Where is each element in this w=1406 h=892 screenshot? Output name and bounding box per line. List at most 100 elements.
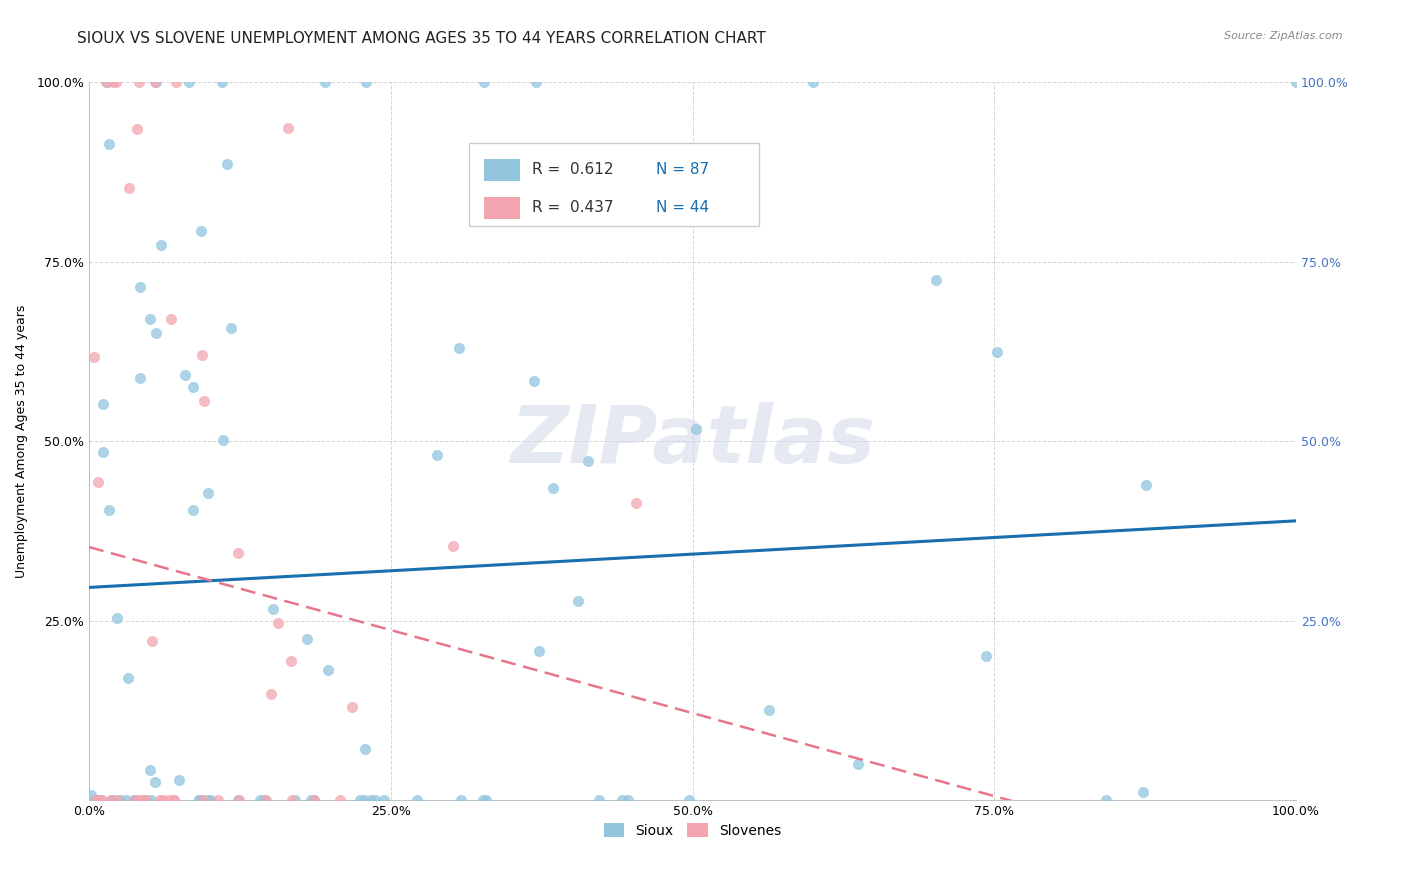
Point: [100, 793, 122, 807]
Point: [150, 237, 173, 252]
Point: [924, 272, 946, 286]
Point: [284, 793, 307, 807]
Point: [450, 793, 472, 807]
Point: [617, 793, 640, 807]
Point: [187, 793, 209, 807]
Point: [128, 75, 150, 89]
Point: [145, 75, 167, 89]
Point: [449, 341, 471, 355]
Point: [373, 793, 395, 807]
Point: [163, 793, 186, 807]
Point: [803, 75, 825, 89]
Point: [758, 703, 780, 717]
Point: [353, 793, 375, 807]
Point: [104, 75, 127, 89]
Point: [254, 793, 277, 807]
Point: [163, 793, 186, 807]
Point: [253, 793, 276, 807]
Point: [260, 687, 283, 701]
Point: [986, 344, 1008, 359]
Point: [567, 594, 589, 608]
Point: [83, 350, 105, 364]
Point: [165, 75, 187, 89]
Point: [93, 445, 115, 459]
Point: [89, 793, 111, 807]
Point: [405, 793, 427, 807]
Point: [105, 610, 128, 624]
Point: [80, 788, 103, 802]
Point: [207, 793, 229, 807]
Point: [588, 793, 610, 807]
Point: [340, 700, 363, 714]
Point: [105, 793, 128, 807]
Point: [353, 741, 375, 756]
Point: [160, 312, 183, 326]
Point: [472, 75, 495, 89]
Legend: Sioux, Slovenes: Sioux, Slovenes: [598, 818, 787, 844]
Point: [472, 793, 495, 807]
Point: [226, 793, 249, 807]
Point: [280, 654, 302, 668]
Point: [98, 136, 121, 151]
Point: [281, 793, 304, 807]
Point: [129, 370, 152, 384]
Text: N = 87: N = 87: [657, 162, 710, 178]
Point: [295, 632, 318, 647]
Point: [191, 793, 214, 807]
Point: [848, 756, 870, 771]
Point: [191, 348, 214, 362]
Point: [117, 671, 139, 685]
Point: [426, 448, 449, 462]
Point: [87, 793, 110, 807]
Point: [91, 397, 114, 411]
Point: [1132, 785, 1154, 799]
Text: N = 44: N = 44: [657, 201, 710, 215]
Point: [152, 793, 174, 807]
Text: R =  0.437: R = 0.437: [531, 201, 613, 215]
Point: [249, 793, 271, 807]
FancyBboxPatch shape: [470, 144, 759, 226]
Point: [219, 321, 242, 335]
Point: [1285, 75, 1308, 89]
Point: [360, 793, 382, 807]
Point: [101, 75, 124, 89]
Point: [441, 539, 464, 553]
Point: [139, 764, 162, 778]
Point: [193, 793, 215, 807]
Point: [215, 157, 238, 171]
Point: [139, 793, 162, 807]
Point: [226, 546, 249, 560]
Point: [118, 181, 141, 195]
Point: [1135, 478, 1157, 492]
Point: [197, 485, 219, 500]
Point: [197, 793, 219, 807]
Point: [212, 433, 235, 447]
Point: [529, 644, 551, 658]
Point: [124, 793, 146, 807]
Point: [177, 75, 200, 89]
Text: R =  0.612: R = 0.612: [531, 162, 613, 178]
Point: [976, 648, 998, 663]
Y-axis label: Unemployment Among Ages 35 to 44 years: Unemployment Among Ages 35 to 44 years: [15, 305, 28, 578]
Point: [84, 793, 107, 807]
Bar: [484, 159, 520, 180]
Point: [101, 793, 124, 807]
Text: ZIPatlas: ZIPatlas: [510, 402, 875, 480]
Point: [610, 793, 633, 807]
Point: [134, 793, 156, 807]
Point: [314, 75, 336, 89]
Point: [135, 793, 157, 807]
Point: [475, 793, 498, 807]
Point: [125, 122, 148, 136]
Point: [211, 75, 233, 89]
Point: [349, 793, 371, 807]
Point: [145, 326, 167, 340]
Point: [91, 793, 114, 807]
Text: SIOUX VS SLOVENE UNEMPLOYMENT AMONG AGES 35 TO 44 YEARS CORRELATION CHART: SIOUX VS SLOVENE UNEMPLOYMENT AMONG AGES…: [77, 31, 766, 46]
Point: [267, 615, 290, 630]
Point: [169, 773, 191, 788]
Point: [524, 75, 547, 89]
Point: [124, 793, 146, 807]
Point: [316, 663, 339, 677]
Point: [157, 793, 180, 807]
